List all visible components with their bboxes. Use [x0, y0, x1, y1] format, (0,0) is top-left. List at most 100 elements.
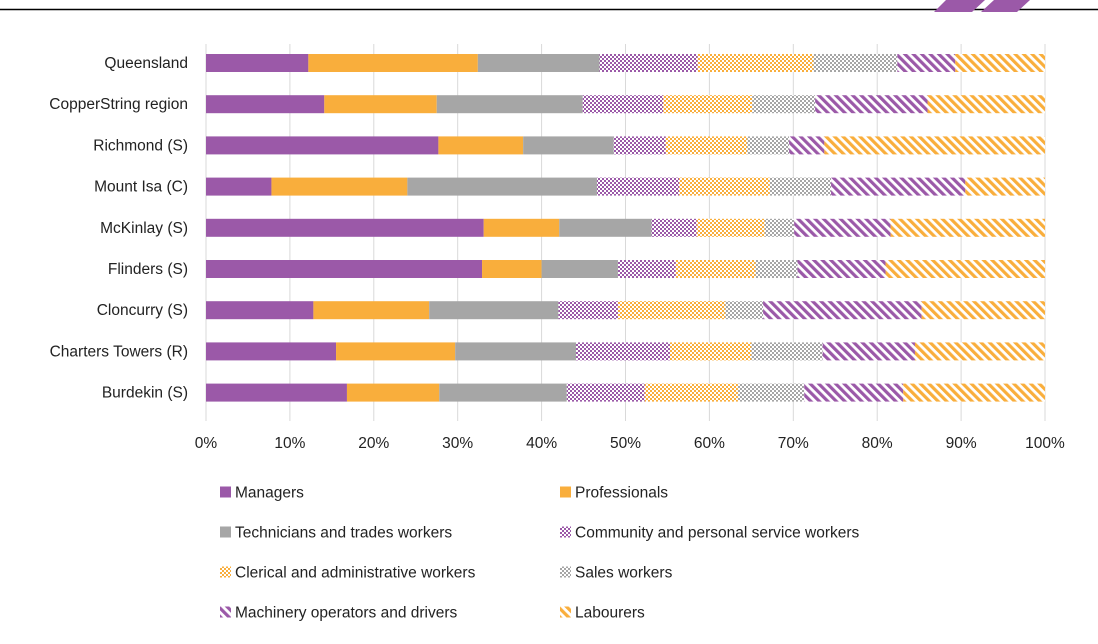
bar-professionals-mckinlay-s: [483, 218, 560, 237]
bar-sales-workers-copperstring-region: [752, 95, 816, 114]
bar-machinery-operators-and-drivers-burdekin-s: [804, 383, 904, 402]
legend-swatch: [220, 566, 231, 578]
corner-logo-shape: [981, 0, 1030, 12]
category-label: Charters Towers (R): [50, 343, 188, 360]
bar-managers-mckinlay-s: [206, 218, 484, 237]
category-label: Flinders (S): [108, 261, 188, 278]
bar-clerical-and-administrative-workers-flinders-s: [675, 260, 756, 278]
bar-managers-flinders-s: [206, 260, 483, 278]
bar-machinery-operators-and-drivers-charters-towers-r: [822, 342, 915, 361]
bar-sales-workers-charters-towers-r: [751, 342, 823, 361]
bar-technicians-and-trades-workers-cloncurry-s: [429, 301, 559, 320]
bar-labourers-mount-isa-c: [965, 177, 1045, 196]
bar-technicians-and-trades-workers-burdekin-s: [439, 383, 567, 402]
legend-swatch: [220, 606, 231, 618]
bar-managers-mount-isa-c: [206, 177, 272, 196]
bar-clerical-and-administrative-workers-queensland: [697, 54, 814, 72]
bar-clerical-and-administrative-workers-copperstring-region: [663, 95, 753, 114]
legend-item-professionals: Professionals: [560, 485, 668, 502]
x-tick-label: 20%: [358, 435, 389, 452]
category-label: CopperString region: [49, 96, 188, 113]
bar-community-and-personal-service-workers-charters-towers-r: [575, 342, 670, 361]
bar-professionals-queensland: [308, 54, 478, 72]
category-label: Richmond (S): [93, 137, 188, 154]
x-tick-label: 40%: [526, 435, 557, 452]
bar-managers-richmond-s: [206, 136, 439, 155]
bar-community-and-personal-service-workers-mount-isa-c: [596, 177, 680, 196]
page-decoration: [0, 0, 1098, 12]
legend-item-sales-workers: Sales workers: [560, 565, 673, 582]
bar-machinery-operators-and-drivers-mount-isa-c: [831, 177, 966, 196]
bar-labourers-mckinlay-s: [890, 218, 1045, 237]
legend-label: Machinery operators and drivers: [235, 605, 458, 622]
bar-clerical-and-administrative-workers-mckinlay-s: [696, 218, 765, 237]
legend-item-technicians-and-trades-workers: Technicians and trades workers: [220, 525, 452, 542]
bars: [206, 54, 1045, 402]
bar-professionals-burdekin-s: [346, 383, 440, 402]
legend-item-community-and-personal-service-workers: Community and personal service workers: [560, 525, 860, 542]
bar-community-and-personal-service-workers-richmond-s: [613, 136, 666, 155]
bar-labourers-queensland: [955, 54, 1045, 72]
bar-machinery-operators-and-drivers-copperstring-region: [815, 95, 928, 114]
bar-technicians-and-trades-workers-richmond-s: [523, 136, 614, 155]
bar-managers-queensland: [206, 54, 309, 72]
bar-clerical-and-administrative-workers-charters-towers-r: [669, 342, 752, 361]
legend-swatch: [220, 486, 231, 498]
x-tick-label: 0%: [195, 435, 218, 452]
bar-labourers-flinders-s: [885, 260, 1045, 278]
bar-community-and-personal-service-workers-burdekin-s: [566, 383, 645, 402]
x-tick-label: 60%: [694, 435, 725, 452]
bar-sales-workers-mount-isa-c: [769, 177, 832, 196]
legend-label: Clerical and administrative workers: [235, 565, 476, 582]
legend-item-labourers: Labourers: [560, 605, 645, 622]
category-label: Queensland: [104, 55, 188, 72]
legend-label: Managers: [235, 485, 304, 502]
bar-community-and-personal-service-workers-mckinlay-s: [651, 218, 697, 237]
x-tick-label: 10%: [274, 435, 305, 452]
bar-machinery-operators-and-drivers-cloncurry-s: [763, 301, 922, 320]
legend-swatch: [560, 606, 571, 618]
bar-sales-workers-flinders-s: [755, 260, 798, 278]
bar-community-and-personal-service-workers-flinders-s: [617, 260, 676, 278]
bar-professionals-mount-isa-c: [271, 177, 408, 196]
bar-professionals-cloncurry-s: [313, 301, 430, 320]
bar-technicians-and-trades-workers-mckinlay-s: [559, 218, 652, 237]
category-label: Cloncurry (S): [97, 302, 188, 319]
bar-labourers-cloncurry-s: [921, 301, 1045, 320]
bar-clerical-and-administrative-workers-cloncurry-s: [617, 301, 726, 320]
bar-professionals-flinders-s: [482, 260, 542, 278]
bar-professionals-charters-towers-r: [336, 342, 456, 361]
legend-label: Sales workers: [575, 565, 673, 582]
x-tick-label: 100%: [1025, 435, 1065, 452]
legend-label: Professionals: [575, 485, 668, 502]
bar-clerical-and-administrative-workers-mount-isa-c: [679, 177, 770, 196]
x-tick-label: 80%: [862, 435, 893, 452]
legend-swatch: [560, 566, 571, 578]
bar-technicians-and-trades-workers-mount-isa-c: [407, 177, 597, 196]
legend-swatch: [560, 486, 571, 498]
bar-machinery-operators-and-drivers-queensland: [897, 54, 956, 72]
bar-technicians-and-trades-workers-copperstring-region: [436, 95, 583, 114]
legend-item-managers: Managers: [220, 485, 304, 502]
bar-professionals-richmond-s: [438, 136, 524, 155]
bar-community-and-personal-service-workers-copperstring-region: [582, 95, 664, 114]
legend-item-machinery-operators-and-drivers: Machinery operators and drivers: [220, 605, 458, 622]
bar-managers-copperstring-region: [206, 95, 325, 114]
bar-managers-cloncurry-s: [206, 301, 314, 320]
legend-label: Labourers: [575, 605, 645, 622]
category-labels: Queensland CopperString region Richmond (S…: [49, 55, 188, 402]
bar-sales-workers-burdekin-s: [737, 383, 805, 402]
legend: Managers Professionals Technicians and tra…: [220, 485, 860, 622]
bar-sales-workers-cloncurry-s: [725, 301, 764, 320]
bar-labourers-burdekin-s: [903, 383, 1045, 402]
category-label: McKinlay (S): [100, 220, 188, 237]
bar-clerical-and-administrative-workers-burdekin-s: [644, 383, 738, 402]
bar-professionals-copperstring-region: [324, 95, 437, 114]
category-label: Burdekin (S): [102, 385, 188, 402]
legend-swatch: [560, 526, 571, 538]
bar-machinery-operators-and-drivers-flinders-s: [797, 260, 886, 278]
bar-sales-workers-richmond-s: [747, 136, 790, 155]
bar-community-and-personal-service-workers-cloncurry-s: [558, 301, 618, 320]
